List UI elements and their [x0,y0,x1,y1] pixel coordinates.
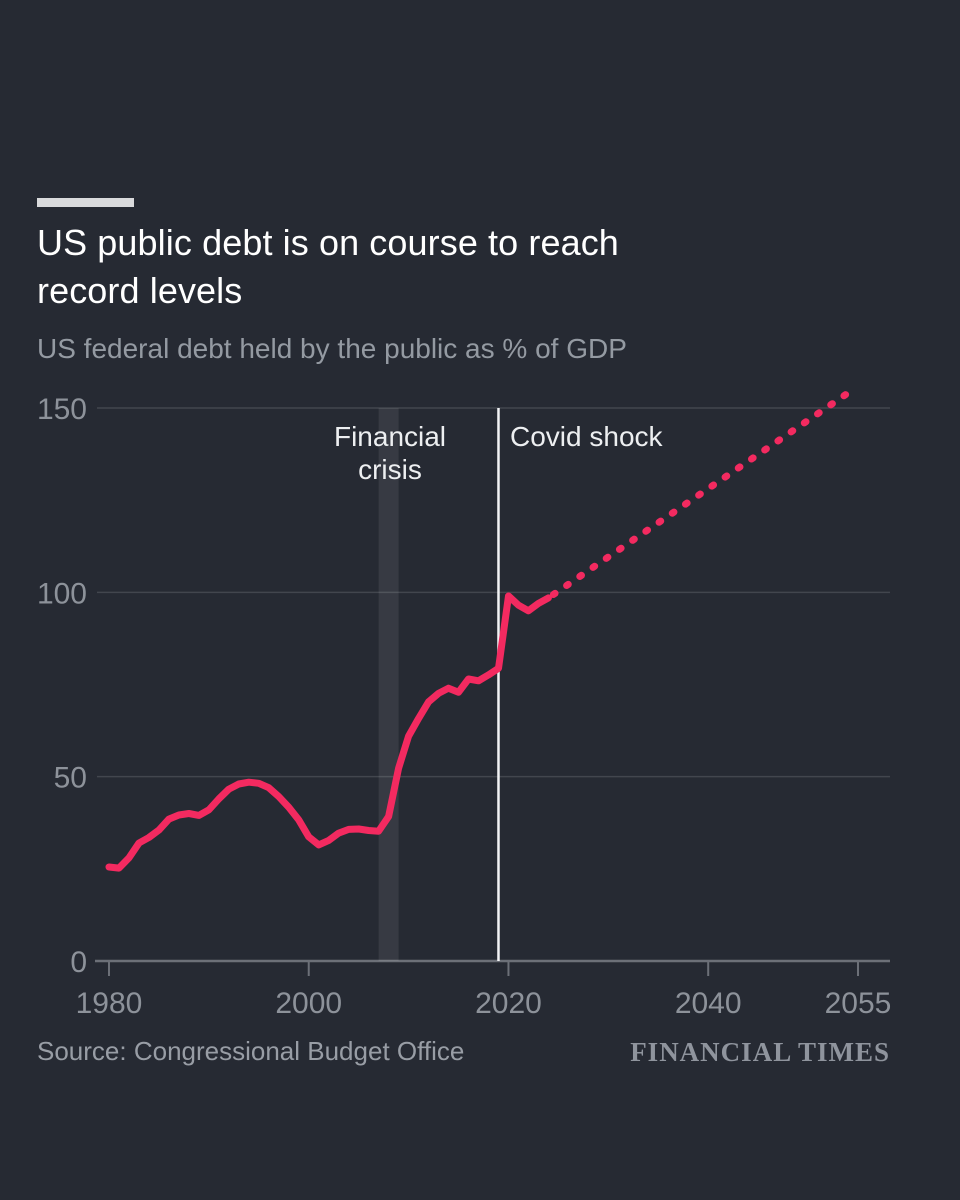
historical-line [105,592,552,872]
x-tick-label-2055: 2055 [825,987,892,1020]
chart-subtitle: US federal debt held by the public as % … [37,333,627,364]
x-axis: 1980 2000 2020 2040 2055 [76,961,892,1020]
x-tick-label-1980: 1980 [76,987,143,1020]
source-note: Source: Congressional Budget Office [37,1036,465,1066]
financial-crisis-band [378,408,399,961]
gridlines: 0 50 100 150 [37,393,890,979]
y-tick-label-0: 0 [70,946,87,979]
annotation-financial-crisis: Financial crisis [333,421,447,485]
x-tick-label-2020: 2020 [475,987,542,1020]
x-tick-label-2000: 2000 [275,987,342,1020]
y-tick-label-150: 150 [37,393,87,426]
y-tick-label-100: 100 [37,577,87,610]
kicker-bar [37,198,134,207]
event-markers [378,408,500,961]
page-title: US public debt is on course to reach rec… [37,222,619,311]
x-tick-label-2040: 2040 [675,987,742,1020]
annotation-covid-shock: Covid shock [510,421,663,452]
projection-dotted-line [549,386,857,598]
financial-times-logo: FINANCIAL TIMES [630,1037,890,1067]
data-series [105,386,857,872]
y-tick-label-50: 50 [54,762,87,795]
